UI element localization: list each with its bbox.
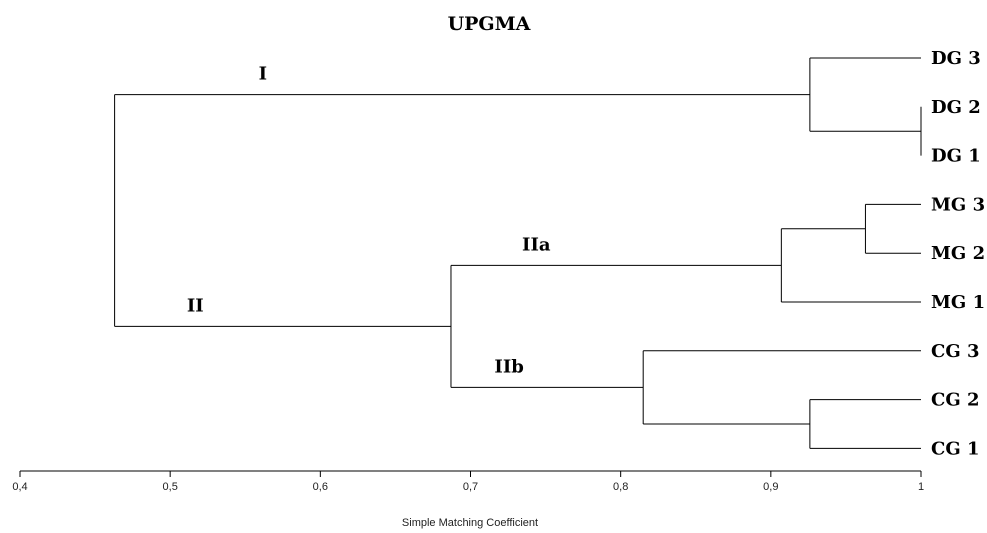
leaf-label-dg-3: DG 3 — [931, 48, 981, 69]
leaf-labels: DG 3 DG 2 DG 1 MG 3 MG 2 MG 1 CG 3 CG 2 CG 1 — [931, 48, 985, 459]
x-axis: 0,4 0,5 0,6 0,7 0,8 0,9 1 — [12, 470, 924, 493]
leaf-label-dg-2: DG 2 — [931, 97, 981, 118]
leaf-label-mg-1: MG 1 — [931, 292, 985, 313]
x-tick-label-5: 0,9 — [763, 481, 778, 493]
x-tick-label-6: 1 — [918, 481, 924, 493]
x-tick-label-3: 0,7 — [463, 481, 478, 493]
leaf-label-cg-1: CG 1 — [931, 438, 980, 459]
chart-title: UPGMA — [448, 13, 531, 35]
leaf-label-dg-1: DG 1 — [931, 146, 981, 167]
x-tick-label-2: 0,6 — [313, 481, 328, 493]
leaf-label-cg-2: CG 2 — [931, 390, 980, 411]
x-tick-label-4: 0,8 — [613, 481, 628, 493]
leaf-label-mg-3: MG 3 — [931, 194, 985, 215]
cluster-label-ii: II — [187, 295, 204, 316]
x-tick-label-1: 0,5 — [163, 481, 178, 493]
cluster-label-i: I — [259, 64, 267, 85]
cluster-label-iia: IIa — [522, 234, 551, 255]
x-axis-label: Simple Matching Coefficient — [402, 517, 538, 529]
leaf-label-cg-3: CG 3 — [931, 341, 980, 362]
dendrogram-branches — [114, 57, 922, 449]
cluster-label-iib: IIb — [494, 356, 523, 377]
leaf-label-mg-2: MG 2 — [931, 243, 985, 264]
x-tick-label-0: 0,4 — [12, 481, 27, 493]
